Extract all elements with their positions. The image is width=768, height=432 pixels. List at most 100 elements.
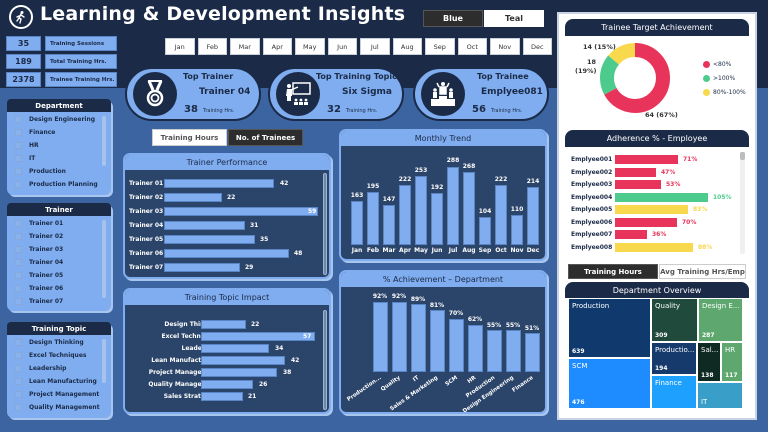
topic-scrollbar[interactable]	[102, 339, 106, 383]
topic-impact-scrollbar[interactable]	[323, 310, 327, 410]
checkbox[interactable]	[15, 181, 22, 188]
bar	[373, 302, 388, 372]
month-feb[interactable]: Feb	[197, 38, 227, 55]
month-sep[interactable]: Sep	[425, 38, 455, 55]
checkbox[interactable]	[15, 233, 22, 240]
top-trainee-card: Top Trainee Emplyee081 56 Training Hrs.	[413, 67, 549, 121]
checkbox[interactable]	[15, 298, 22, 305]
trainer-scrollbar[interactable]	[102, 220, 106, 298]
month-jan[interactable]: Jan	[165, 38, 195, 55]
month-may[interactable]: May	[295, 38, 325, 55]
month-jul[interactable]: Jul	[360, 38, 390, 55]
page-title: Learning & Development Insights	[40, 3, 406, 25]
checkbox[interactable]	[15, 155, 22, 162]
adherence-row: Emplyee004 105%	[571, 193, 732, 202]
no-of-trainees-toggle[interactable]: No. of Trainees	[228, 129, 303, 146]
checkbox[interactable]	[15, 352, 22, 359]
checkbox[interactable]	[15, 142, 22, 149]
treemap-tile-scm[interactable]: SCM 476	[568, 358, 651, 409]
topic-option[interactable]: Design Thinking	[7, 336, 111, 349]
treemap-tile-design-eng[interactable]: Design E... 287	[698, 298, 743, 342]
month-dec[interactable]: Dec	[522, 38, 552, 55]
adherence-row: Emplyee003 53%	[571, 180, 681, 189]
checkbox[interactable]	[15, 365, 22, 372]
checkbox[interactable]	[15, 404, 22, 411]
topic-option[interactable]: Quality Management	[7, 401, 111, 414]
donut-label-green-pct: (19%)	[575, 67, 597, 75]
adherence-title: Adherence % - Employee	[565, 130, 749, 147]
trainer-performance-panel: Trainer Performance Trainer 01 42 Traine…	[123, 153, 331, 279]
trainer-option[interactable]: Trainer 04	[7, 256, 111, 269]
bar-row: Trainer 04	[129, 222, 164, 229]
bar	[468, 325, 483, 372]
department-option[interactable]: Finance	[7, 126, 111, 139]
trainer-option[interactable]: Trainer 01	[7, 217, 111, 230]
treemap-tile-finance[interactable]: Finance	[651, 375, 697, 409]
top-topic-value: 32	[327, 104, 341, 115]
trainer-option[interactable]: Trainer 05	[7, 269, 111, 282]
department-scrollbar[interactable]	[102, 116, 106, 166]
checkbox[interactable]	[15, 272, 22, 279]
checkbox[interactable]	[15, 339, 22, 346]
theme-teal-button[interactable]: Teal	[484, 10, 544, 27]
checkbox[interactable]	[15, 285, 22, 292]
trainer-option[interactable]: Trainer 02	[7, 230, 111, 243]
top-trainer-name: Trainer 04	[199, 87, 251, 97]
checkbox[interactable]	[15, 378, 22, 385]
trainer-option[interactable]: Trainer 06	[7, 282, 111, 295]
treemap-tile-hr[interactable]: HR 117	[721, 342, 743, 382]
right-training-hours-toggle[interactable]: Training Hours	[568, 264, 658, 279]
trainer-option[interactable]: Trainer 07	[7, 295, 111, 308]
legend-dot-green	[703, 75, 710, 82]
bar	[411, 304, 426, 372]
department-option[interactable]: HR	[7, 139, 111, 152]
topic-option[interactable]: Leadership	[7, 362, 111, 375]
treemap-tile-it[interactable]: IT	[697, 382, 743, 409]
department-option[interactable]: Production Planning	[7, 178, 111, 191]
bar-jan	[351, 201, 363, 245]
top-trainee-name: Emplyee081	[481, 87, 543, 97]
department-option[interactable]: Production	[7, 165, 111, 178]
checkbox[interactable]	[15, 246, 22, 253]
training-hours-toggle[interactable]: Training Hours	[152, 129, 227, 146]
theme-blue-button[interactable]: Blue	[423, 10, 483, 27]
bar	[201, 332, 315, 341]
month-apr[interactable]: Apr	[262, 38, 292, 55]
bar-feb	[367, 192, 379, 245]
month-mar[interactable]: Mar	[230, 38, 260, 55]
bar	[164, 249, 289, 258]
topic-option[interactable]: Excel Techniques	[7, 349, 111, 362]
presenter-icon	[276, 72, 320, 116]
bar-apr	[399, 185, 411, 245]
checkbox[interactable]	[15, 259, 22, 266]
checkbox[interactable]	[15, 391, 22, 398]
department-option[interactable]: IT	[7, 152, 111, 165]
top-trainer-value: 38	[184, 104, 198, 115]
adherence-row: Emplyee005 83%	[571, 205, 708, 214]
treemap-tile-quality[interactable]: Quality 309	[651, 298, 698, 342]
month-oct[interactable]: Oct	[457, 38, 487, 55]
checkbox[interactable]	[15, 220, 22, 227]
bar	[164, 179, 274, 188]
achievement-dept-title: % Achievement – Department	[341, 272, 545, 287]
trainer-performance-scrollbar[interactable]	[323, 173, 327, 275]
treemap-tile-sales[interactable]: Sal... 138	[697, 342, 721, 382]
avg-training-hrs-toggle[interactable]: Avg Training Hrs/Emp	[659, 264, 746, 279]
adherence-scrollbar[interactable]	[740, 152, 745, 254]
top-trainee-unit: Training Hrs.	[491, 108, 523, 114]
month-nov[interactable]: Nov	[490, 38, 520, 55]
trainer-option[interactable]: Trainer 03	[7, 243, 111, 256]
month-jun[interactable]: Jun	[327, 38, 357, 55]
month-aug[interactable]: Aug	[392, 38, 422, 55]
topic-option[interactable]: Lean Manufacturing	[7, 375, 111, 388]
bar-mar	[383, 205, 395, 245]
treemap-tile-production-planning[interactable]: Productio... 194	[651, 342, 697, 375]
adherence-row: Emplyee006 70%	[571, 218, 697, 227]
checkbox[interactable]	[15, 129, 22, 136]
treemap-tile-production[interactable]: Production 639	[568, 298, 651, 358]
checkbox[interactable]	[15, 116, 22, 123]
checkbox[interactable]	[15, 168, 22, 175]
bar	[506, 330, 521, 372]
department-option[interactable]: Design Engineering	[7, 113, 111, 126]
topic-option[interactable]: Project Management	[7, 388, 111, 401]
